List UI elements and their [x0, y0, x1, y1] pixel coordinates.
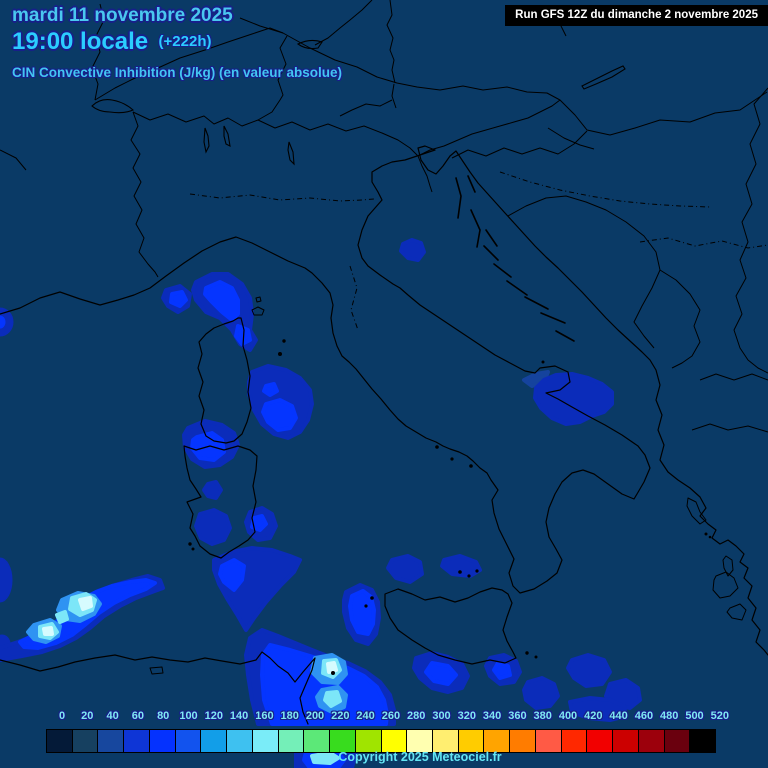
colorbar-cell — [458, 730, 484, 752]
colorbar-cell — [252, 730, 278, 752]
run-info-box: Run GFS 12Z du dimanche 2 novembre 2025 — [505, 5, 768, 26]
colorbar-tick: 60 — [131, 710, 145, 722]
colorbar-cell — [381, 730, 407, 752]
colorbar-tick: 380 — [533, 710, 552, 722]
colorbar-tick: 200 — [305, 710, 325, 722]
colorbar-tick: 260 — [381, 710, 401, 722]
colorbar-cell — [98, 730, 124, 752]
colorbar-tick: 440 — [609, 710, 628, 722]
colorbar-cell — [535, 730, 561, 752]
colorbar-tick: 400 — [558, 710, 578, 722]
colorbar-tick: 180 — [280, 710, 299, 722]
coastlines — [0, 145, 768, 725]
colorbar-tick: 160 — [255, 710, 274, 722]
colorbar-tick: 340 — [482, 710, 502, 722]
colorbar-tick: 500 — [685, 710, 704, 722]
colorbar-tick: 280 — [407, 710, 426, 722]
cin-blobs — [0, 238, 642, 768]
copyright-label: Copyright 2025 Meteociel.fr — [338, 750, 502, 764]
colorbar-cell — [330, 730, 355, 752]
colorbar-tick: 520 — [710, 710, 729, 722]
forecast-offset-badge: (+222h) — [158, 32, 212, 50]
colorbar-cell — [407, 730, 433, 752]
colorbar-tick: 300 — [432, 710, 451, 722]
colorbar-cell — [175, 730, 201, 752]
colorbar-tick: 80 — [157, 710, 170, 722]
parameter-label: CIN Convective Inhibition (J/kg) (en val… — [12, 65, 343, 81]
colorbar-tick: 240 — [356, 710, 375, 722]
colorbar-tick: 360 — [508, 710, 527, 722]
colorbar-cell — [690, 730, 716, 752]
lakes — [91, 39, 626, 166]
country-borders — [0, 0, 768, 433]
rivers — [189, 171, 768, 331]
colorbar-cell — [47, 730, 72, 752]
colorbar-cell — [664, 730, 690, 752]
colorbar-tick: 420 — [584, 710, 603, 722]
colorbar-cell — [72, 730, 98, 752]
local-time-label: 19:00 locale — [12, 27, 149, 55]
date-label: mardi 11 novembre 2025 — [12, 5, 233, 26]
colorbar-tick-labels: 0 20 40 60 80 100 120 140 160 180 200 220 240 260 280 3… — [0, 710, 768, 726]
colorbar-cell — [278, 730, 304, 752]
colorbar-cell — [613, 730, 638, 752]
colorbar-tick: 120 — [204, 710, 223, 722]
colorbar-tick: 40 — [106, 710, 119, 722]
colorbar-cell — [201, 730, 227, 752]
colorbar-cell — [433, 730, 458, 752]
colorbar-cell — [304, 730, 330, 752]
colorbar-cell — [510, 730, 535, 752]
colorbar-tick: 460 — [634, 710, 654, 722]
colorbar-tick: 0 — [58, 710, 66, 722]
colorbar-cell — [587, 730, 613, 752]
colorbar-tick: 320 — [457, 710, 476, 722]
islands — [188, 175, 712, 675]
map-title-block: mardi 11 novembre 2025 19:00 locale (+22… — [12, 6, 342, 80]
colorbar-cell — [638, 730, 664, 752]
colorbar-cell — [484, 730, 510, 752]
colorbar-cell — [355, 730, 381, 752]
colorbar-tick: 220 — [331, 710, 350, 722]
colorbar-cell — [149, 730, 175, 752]
colorbar-tick: 480 — [660, 710, 679, 722]
colorbar-cell — [227, 730, 252, 752]
colorbar-tick: 140 — [229, 710, 249, 722]
colorbar — [46, 729, 716, 753]
colorbar-tick: 20 — [81, 710, 94, 722]
colorbar-cell — [124, 730, 149, 752]
colorbar-tick: 100 — [179, 710, 198, 722]
colorbar-cell — [561, 730, 587, 752]
